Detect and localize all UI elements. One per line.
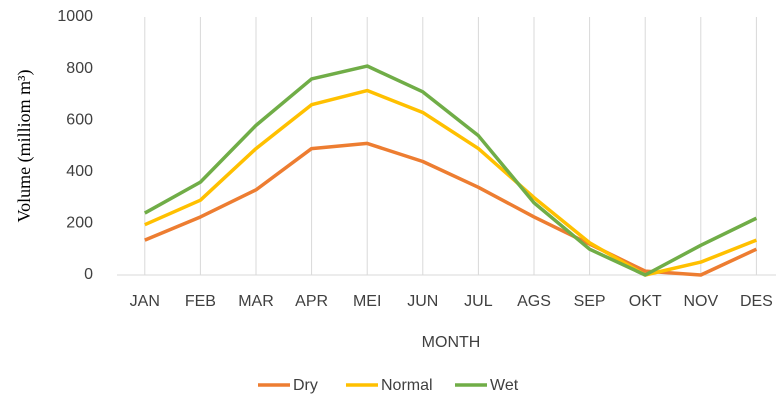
- y-tick-label: 800: [66, 60, 93, 77]
- legend-label: Normal: [381, 377, 433, 394]
- x-axis-label: MONTH: [422, 334, 481, 351]
- x-tick-label: JAN: [130, 293, 160, 310]
- x-tick-label: MEI: [353, 293, 381, 310]
- y-axis-label: Volume (milliom m³): [14, 69, 35, 222]
- x-tick-label: SEP: [574, 293, 606, 310]
- y-tick-label: 0: [84, 266, 93, 283]
- x-tick-label: JUL: [464, 293, 493, 310]
- legend-label: Wet: [490, 377, 519, 394]
- data-line: [143, 64, 758, 277]
- x-tick-label: DES: [740, 293, 773, 310]
- x-tick-label: MAR: [238, 293, 274, 310]
- data-line: [144, 88, 758, 277]
- y-tick-label: 400: [66, 163, 93, 180]
- x-tick-label: OKT: [629, 293, 662, 310]
- x-tick-label: NOV: [683, 293, 718, 310]
- x-tick-label: FEB: [185, 293, 216, 310]
- x-tick-label: JUN: [407, 293, 438, 310]
- legend-label: Dry: [293, 377, 318, 394]
- data-line: [144, 141, 758, 277]
- y-tick-label: 1000: [57, 8, 93, 25]
- x-tick-label: AGS: [517, 293, 551, 310]
- y-tick-label: 600: [66, 111, 93, 128]
- y-tick-label: 200: [66, 215, 93, 232]
- x-tick-label: APR: [295, 293, 328, 310]
